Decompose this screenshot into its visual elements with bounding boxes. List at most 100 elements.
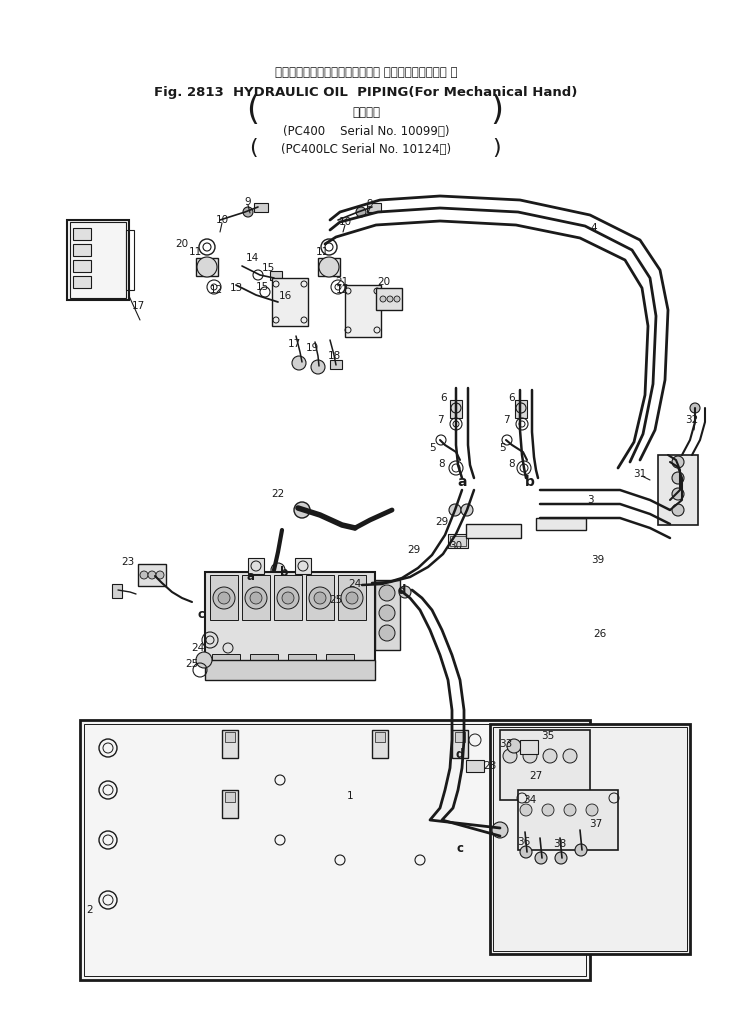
Circle shape <box>148 571 156 579</box>
Text: 適用号機: 適用号機 <box>352 105 380 119</box>
Text: 36: 36 <box>518 837 531 847</box>
Text: 10: 10 <box>215 215 228 225</box>
Text: 20: 20 <box>176 239 189 249</box>
Bar <box>372 730 388 758</box>
Text: 14: 14 <box>245 254 258 263</box>
Text: 4: 4 <box>591 223 597 233</box>
Text: 35: 35 <box>542 731 555 741</box>
Text: 34: 34 <box>523 795 537 805</box>
Circle shape <box>564 804 576 816</box>
Text: (PC400    Serial No. 10099～): (PC400 Serial No. 10099～) <box>283 125 449 138</box>
Circle shape <box>341 587 363 609</box>
Circle shape <box>690 403 700 413</box>
Text: 21: 21 <box>335 277 348 287</box>
Circle shape <box>672 472 684 484</box>
Text: 15: 15 <box>261 263 274 273</box>
Text: 18: 18 <box>327 351 340 361</box>
Circle shape <box>147 568 163 584</box>
Circle shape <box>387 296 393 302</box>
Text: ハイドロックオイルパイピング（ メカニカルハンド用 ）: ハイドロックオイルパイピング（ メカニカルハンド用 ） <box>274 66 458 78</box>
Circle shape <box>197 257 217 277</box>
Bar <box>248 558 264 574</box>
Circle shape <box>346 592 358 604</box>
Bar <box>515 400 527 418</box>
Circle shape <box>520 846 532 858</box>
Bar <box>518 790 618 850</box>
Circle shape <box>213 587 235 609</box>
Text: 11: 11 <box>315 247 329 257</box>
Text: (: ( <box>247 93 260 127</box>
Bar <box>254 203 268 212</box>
Circle shape <box>380 296 386 302</box>
Bar <box>345 285 381 337</box>
Bar <box>466 524 521 538</box>
Text: b: b <box>280 567 288 579</box>
Circle shape <box>394 296 400 302</box>
Bar <box>84 724 586 976</box>
Bar <box>338 575 366 620</box>
Circle shape <box>356 207 366 217</box>
Bar <box>225 792 235 802</box>
Text: ): ) <box>493 138 501 158</box>
Bar <box>455 732 465 742</box>
Bar <box>450 536 466 546</box>
Bar <box>326 654 354 670</box>
Text: 37: 37 <box>589 819 602 829</box>
Circle shape <box>575 844 587 856</box>
Circle shape <box>586 804 598 816</box>
Bar <box>242 575 270 620</box>
Bar <box>288 654 316 670</box>
Circle shape <box>319 257 339 277</box>
Circle shape <box>277 587 299 609</box>
Bar <box>367 203 381 212</box>
Bar <box>73 228 91 240</box>
Bar <box>330 360 342 369</box>
Text: 2: 2 <box>86 906 93 915</box>
Text: 9: 9 <box>244 197 251 207</box>
Text: b: b <box>525 475 535 489</box>
Bar <box>67 220 129 300</box>
Circle shape <box>140 571 148 579</box>
Circle shape <box>314 592 326 604</box>
Text: 16: 16 <box>278 291 291 301</box>
Bar <box>500 730 590 800</box>
Circle shape <box>282 592 294 604</box>
Text: 11: 11 <box>188 247 201 257</box>
Circle shape <box>492 822 508 838</box>
Text: 26: 26 <box>594 629 607 639</box>
Text: 29: 29 <box>436 517 449 527</box>
Circle shape <box>672 488 684 500</box>
Bar <box>70 222 126 298</box>
Text: 33: 33 <box>499 739 512 749</box>
Circle shape <box>672 504 684 516</box>
Circle shape <box>523 749 537 763</box>
Text: d: d <box>456 747 464 760</box>
Text: 15: 15 <box>255 282 269 292</box>
Circle shape <box>311 360 325 374</box>
Text: 12: 12 <box>209 285 223 295</box>
Text: 39: 39 <box>591 555 605 565</box>
Text: 7: 7 <box>503 415 509 425</box>
Text: 25: 25 <box>329 595 343 605</box>
Circle shape <box>218 592 230 604</box>
Bar <box>138 564 166 586</box>
Circle shape <box>555 852 567 864</box>
Text: 13: 13 <box>229 283 242 293</box>
Text: Fig. 2813  HYDRAULIC OIL  PIPING(For Mechanical Hand): Fig. 2813 HYDRAULIC OIL PIPING(For Mecha… <box>154 85 578 98</box>
Text: 31: 31 <box>633 469 646 479</box>
Bar <box>274 296 288 306</box>
Circle shape <box>503 749 517 763</box>
Text: 20: 20 <box>378 277 391 287</box>
Text: 28: 28 <box>483 760 496 771</box>
Bar <box>274 575 302 620</box>
Circle shape <box>245 587 267 609</box>
Text: 5: 5 <box>429 443 436 453</box>
Bar <box>73 244 91 256</box>
Circle shape <box>672 456 684 468</box>
Bar <box>272 278 308 325</box>
Bar <box>490 724 690 954</box>
Text: 23: 23 <box>122 557 135 567</box>
Text: (PC400LC Serial No. 10124～): (PC400LC Serial No. 10124～) <box>281 143 451 155</box>
Bar <box>222 790 238 818</box>
Text: 24: 24 <box>191 643 205 653</box>
